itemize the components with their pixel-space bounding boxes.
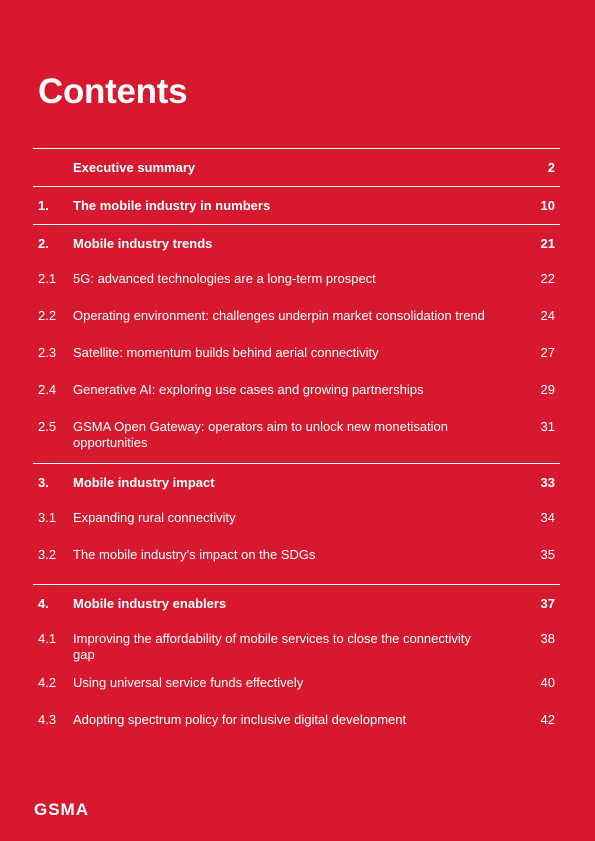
entry-number: 4.3 (38, 712, 57, 727)
entry-title: Adopting spectrum policy for inclusive d… (73, 712, 407, 727)
entry-title: 5G: advanced technologies are a long-ter… (73, 271, 376, 286)
entry-title: Mobile industry enablers (73, 595, 227, 611)
section: 1. The mobile industry in numbers 10 (33, 186, 560, 224)
page-number: 31 (540, 419, 555, 434)
section: 4. Mobile industry enablers 37 4.1 Improving… (33, 584, 560, 749)
item-list: 2.1 5G: advanced technologies are a long-… (33, 262, 560, 463)
entry-number: 3. (38, 474, 49, 490)
entry-title: Mobile industry impact (73, 474, 215, 490)
entry-number: 4. (38, 595, 49, 611)
item-row: 2.4 Generative AI: exploring use cases an… (33, 382, 560, 419)
page-title: Contents (38, 72, 188, 111)
page-number: 2 (547, 159, 555, 175)
page-number: 35 (540, 547, 555, 562)
entry-number: 2.5 (38, 419, 57, 434)
entry-number: 2.4 (38, 382, 57, 397)
item-row: 4.1 Improving the affordability of mobile… (33, 631, 560, 675)
entry-title: Mobile industry trends (73, 235, 213, 251)
page-number: 37 (540, 595, 555, 611)
item-row: 2.5 GSMA Open Gateway: operators aim to u… (33, 419, 560, 463)
page-number: 29 (540, 382, 555, 397)
section-row: Executive summary 2 (33, 149, 560, 186)
entry-number: 2.2 (38, 308, 57, 323)
entry-title: The mobile industry in numbers (73, 197, 271, 213)
entry-number: 2.1 (38, 271, 57, 286)
item-row: 2.3 Satellite: momentum builds behind aer… (33, 345, 560, 382)
section-row: 3. Mobile industry impact 33 (33, 464, 560, 501)
entry-number: 1. (38, 197, 49, 213)
entry-number: 2. (38, 235, 49, 251)
entry-number: 3.1 (38, 510, 57, 525)
page-number: 33 (540, 474, 555, 490)
entry-title: Expanding rural connectivity (73, 510, 236, 525)
item-row: 4.2 Using universal service funds effecti… (33, 675, 560, 712)
entry-title: Generative AI: exploring use cases and g… (73, 382, 424, 397)
entry-number: 4.2 (38, 675, 57, 690)
logo: GSMA (34, 800, 89, 819)
page-number: 27 (540, 345, 555, 360)
entry-number: 4.1 (38, 631, 57, 646)
item-list: 3.1 Expanding rural connectivity 34 3.2 The … (33, 501, 560, 584)
section: Executive summary 2 (33, 148, 560, 186)
item-row: 4.3 Adopting spectrum policy for inclusiv… (33, 712, 560, 749)
entry-title: Satellite: momentum builds behind aerial… (73, 345, 379, 360)
entry-title: Operating environment: challenges underp… (73, 308, 485, 323)
page-number: 38 (540, 631, 555, 646)
page-number: 34 (540, 510, 555, 525)
item-list: 4.1 Improving the affordability of mobile… (33, 622, 560, 749)
table-of-contents: Executive summary 2 1. The mobile industry … (33, 148, 560, 749)
item-row: 3.2 The mobile industry’s impact on the S… (33, 547, 560, 584)
page-number: 40 (540, 675, 555, 690)
entry-title: The mobile industry’s impact on the SDGs (73, 547, 316, 562)
item-row: 3.1 Expanding rural connectivity 34 (33, 510, 560, 547)
section: 2. Mobile industry trends 21 2.1 5G: advance… (33, 224, 560, 463)
section-row: 2. Mobile industry trends 21 (33, 225, 560, 262)
entry-title: Using universal service funds effectivel… (73, 675, 304, 690)
page-number: 22 (540, 271, 555, 286)
page-number: 21 (540, 235, 555, 251)
entry-title: GSMA Open Gateway: operators aim to unlo… (73, 419, 449, 450)
page-number: 42 (540, 712, 555, 727)
page-number: 10 (540, 197, 555, 213)
entry-number: 3.2 (38, 547, 57, 562)
section-row: 4. Mobile industry enablers 37 (33, 585, 560, 622)
item-row: 2.2 Operating environment: challenges und… (33, 308, 560, 345)
entry-title: Executive summary (73, 159, 196, 175)
entry-title: Improving the affordability of mobile se… (73, 631, 471, 662)
section: 3. Mobile industry impact 33 3.1 Expanding r… (33, 463, 560, 584)
page-number: 24 (540, 308, 555, 323)
item-row: 2.1 5G: advanced technologies are a long-… (33, 271, 560, 308)
section-row: 1. The mobile industry in numbers 10 (33, 187, 560, 224)
entry-number: 2.3 (38, 345, 57, 360)
